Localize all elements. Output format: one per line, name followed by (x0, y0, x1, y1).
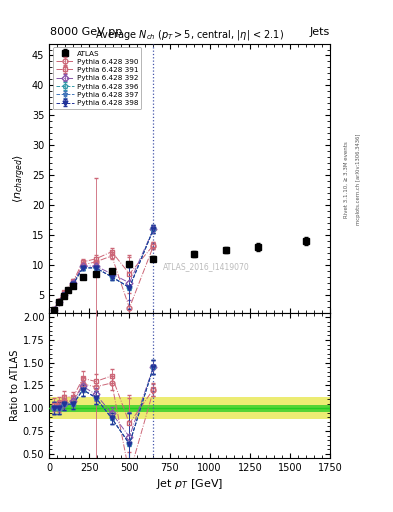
Title: Average $N_{ch}$ ($p_T$$>$5, central, |$\eta$| < 2.1): Average $N_{ch}$ ($p_T$$>$5, central, |$… (95, 29, 284, 42)
Text: ATLAS_2016_I1419070: ATLAS_2016_I1419070 (163, 263, 250, 271)
Y-axis label: Ratio to ATLAS: Ratio to ATLAS (10, 350, 20, 421)
Text: Rivet 3.1.10, ≥ 3.3M events: Rivet 3.1.10, ≥ 3.3M events (344, 141, 349, 218)
Text: Jets: Jets (309, 27, 329, 37)
Text: 8000 GeV pp: 8000 GeV pp (50, 27, 123, 37)
Legend: ATLAS, Pythia 6.428 390, Pythia 6.428 391, Pythia 6.428 392, Pythia 6.428 396, P: ATLAS, Pythia 6.428 390, Pythia 6.428 39… (53, 47, 141, 109)
Y-axis label: $\langle n_{charged} \rangle$: $\langle n_{charged} \rangle$ (11, 154, 28, 203)
Bar (49, 397, 330, 419)
Text: mcplots.cern.ch [arXiv:1306.3436]: mcplots.cern.ch [arXiv:1306.3436] (356, 134, 361, 225)
Bar (49, 404, 330, 412)
X-axis label: Jet $p_T$ [GeV]: Jet $p_T$ [GeV] (156, 477, 223, 492)
